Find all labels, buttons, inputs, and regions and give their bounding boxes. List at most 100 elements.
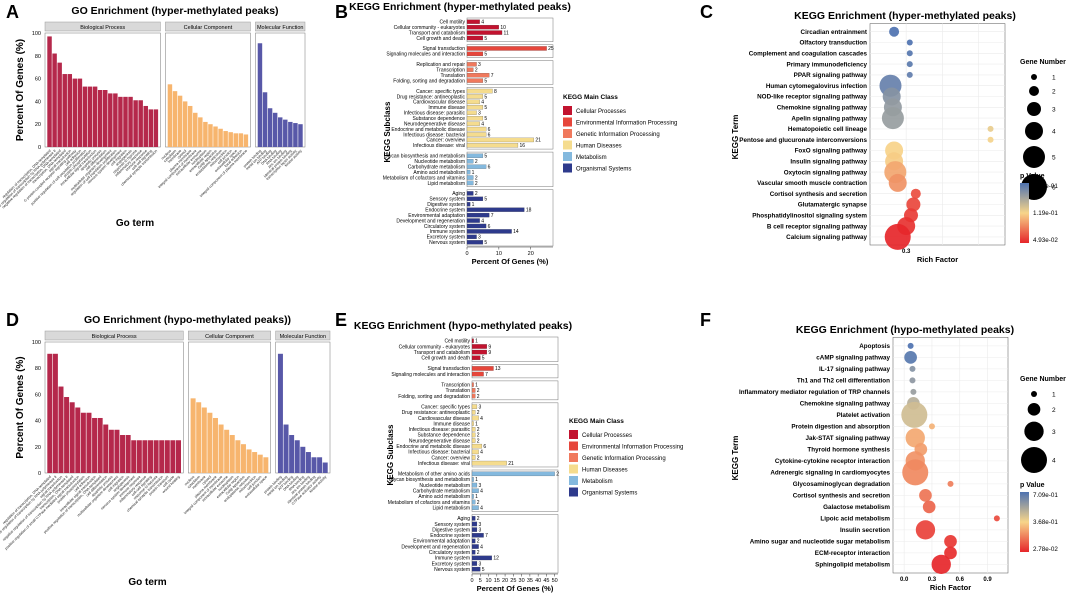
data-label: 4 [481,218,484,224]
bar-kegg_cellular [471,355,481,361]
bar-kegg_metabolism [466,169,471,175]
y-tick-label: Calcium signaling pathway [786,234,867,241]
bar-bp [47,353,53,473]
bubble-point [905,428,925,448]
bar-kegg_genetic [466,78,484,83]
y-tick-label: 80 [35,54,41,60]
size-legend-label: 3 [1052,107,1056,114]
facet-strip [188,330,271,341]
y-tick-label: Infectious disease: bacterial [403,132,465,138]
facet-label: Cellular Component [184,25,233,31]
y-tick-label: Insulin secretion [840,527,890,534]
bubble-point [944,535,957,548]
y-tick-label: Substance dependence [412,116,465,122]
facet-strip [44,21,161,32]
x-tick-label: 50 [552,578,558,584]
bar-kegg_cellular [471,349,487,355]
group-panel [471,380,559,401]
y-tick-label: Immune disease [433,421,470,427]
x-axis-label: Go term [128,577,166,588]
y-tick-label: Cancer: overview [426,138,465,144]
bar-mf [300,446,306,473]
y-tick-label: Metabolism of other amino acids [398,472,470,478]
bar-bp [57,62,62,147]
facet-strip [255,21,306,32]
x-tick-label: 15 [494,578,500,584]
y-tick-label: Digestive system [427,202,465,208]
bar-bp [148,109,154,147]
bar-bp [72,78,78,147]
y-tick-label: Amino acid metabolism [418,494,470,500]
y-axis-label: Percent Of Genes (%) [15,39,26,141]
y-tick-label: Nervous system [434,567,470,573]
bar-kegg_human [471,438,476,443]
size-legend-label: 5 [1052,155,1056,162]
data-label: 2 [477,500,480,506]
bar-kegg_organismal [466,218,480,223]
bar-bp [103,424,109,473]
bar-kegg_human [471,460,507,466]
bubble-point [922,500,936,514]
y-tick-label: Cell growth and death [421,356,470,362]
bar-kegg_env [466,46,547,51]
bubble-point [904,351,917,364]
data-label: 25 [548,46,554,52]
bar-kegg_human [466,143,519,148]
legend-label: Organismal Systems [576,167,631,173]
bar-mf [298,124,303,147]
bar-kegg_metabolism [466,180,474,186]
bar-cc [257,454,263,473]
bar-kegg_metabolism [471,471,555,477]
bar-mf [262,92,268,147]
y-tick-label: Platelet activation [836,412,890,419]
y-tick-label: 100 [32,340,41,346]
bar-bp [64,397,70,473]
y-tick-label: Neurodegenerative disease [409,438,470,444]
y-tick-label: Infectious disease: viral [418,461,470,467]
bubble-point [906,197,921,212]
size-legend-title: Gene Number [1020,376,1066,383]
bubble-point [919,489,932,502]
bar-bp [148,440,154,473]
data-label: 2 [477,516,480,522]
panel-e-kegg-hypo: KEGG Enrichment (hypo-methylated peaks) K… [354,320,684,593]
bar-bp [97,417,103,473]
y-tick-label: Olfactory transduction [799,40,867,47]
bar-kegg_organismal [471,566,481,572]
bar-bp [143,105,148,147]
data-label: 3 [478,527,481,533]
bar-cc [223,131,228,147]
bar-kegg_organismal [466,223,487,229]
y-tick-label: Cancer: specific types [421,404,470,410]
bar-bp [103,90,108,147]
y-tick-label: Signaling molecules and interaction [391,372,470,378]
facet-label: Biological Process [80,25,125,31]
legend-swatch [569,476,578,485]
data-label: 4 [480,505,483,511]
y-tick-label: 60 [35,77,41,83]
data-label: 6 [483,444,486,450]
bar-kegg_metabolism [471,494,474,499]
data-label: 21 [535,138,541,144]
data-label: 2 [477,427,480,433]
bar-kegg_organismal [471,538,476,544]
y-tick-label: Nervous system [429,240,465,246]
data-label: 4 [480,489,483,495]
bar-bp [136,440,142,473]
bubble-point [987,136,994,143]
bar-kegg_organismal [471,521,478,527]
group-panel [471,364,559,379]
data-label: 2 [477,550,480,556]
bar-kegg_organismal [471,527,478,532]
y-tick-label: Nucleotide metabolism [414,159,465,165]
bar-kegg_human [466,88,493,94]
bar-mf [272,112,278,147]
size-legend-title: Gene Number [1020,59,1066,66]
data-label: 7 [491,73,494,79]
bar-cc [213,126,218,147]
bar-kegg_human [466,137,534,143]
bar-kegg_human [471,449,479,455]
bar-bp [75,407,81,473]
y-tick-label: 40 [35,99,41,105]
y-tick-label: B cell receptor signaling pathway [767,223,868,230]
